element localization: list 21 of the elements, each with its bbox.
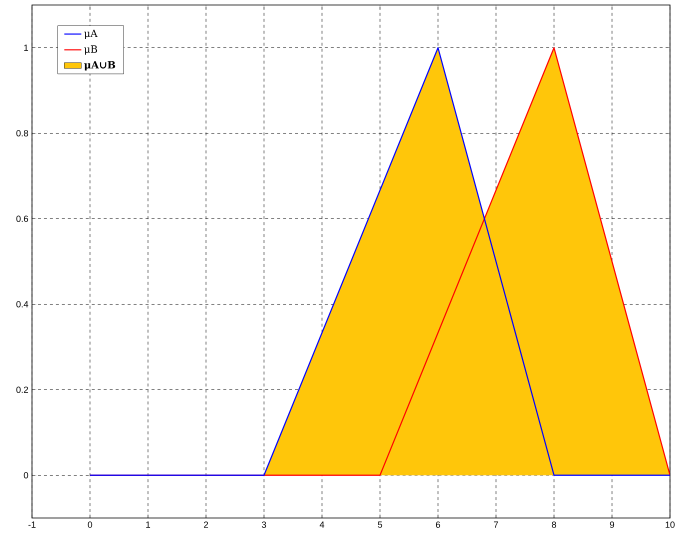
y-tick-label: 0.6 xyxy=(16,216,28,222)
x-tick-label: 9 xyxy=(610,522,614,528)
x-tick-label: 7 xyxy=(494,522,498,528)
legend-label: μA∪B xyxy=(84,61,116,70)
y-tick-label: 0.8 xyxy=(16,130,28,136)
x-tick-label: 3 xyxy=(262,522,266,528)
x-tick-label: 1 xyxy=(146,522,150,528)
x-tick-label: 5 xyxy=(378,522,382,528)
x-tick-label: 6 xyxy=(436,522,440,528)
x-tick-label: 10 xyxy=(666,522,675,528)
x-tick-label: 8 xyxy=(552,522,556,528)
legend-label: μB xyxy=(84,45,98,55)
y-tick-label: 1 xyxy=(24,44,28,51)
y-tick-label: 0 xyxy=(24,472,28,478)
y-tick-label: 0.4 xyxy=(16,301,28,308)
x-tick-label: 4 xyxy=(320,522,324,528)
x-tick-label: -1 xyxy=(28,522,36,528)
legend-label: μA xyxy=(84,30,98,40)
y-tick-label: 0.2 xyxy=(16,386,28,393)
x-tick-label: 2 xyxy=(204,522,208,528)
x-tick-label: 0 xyxy=(88,522,92,528)
